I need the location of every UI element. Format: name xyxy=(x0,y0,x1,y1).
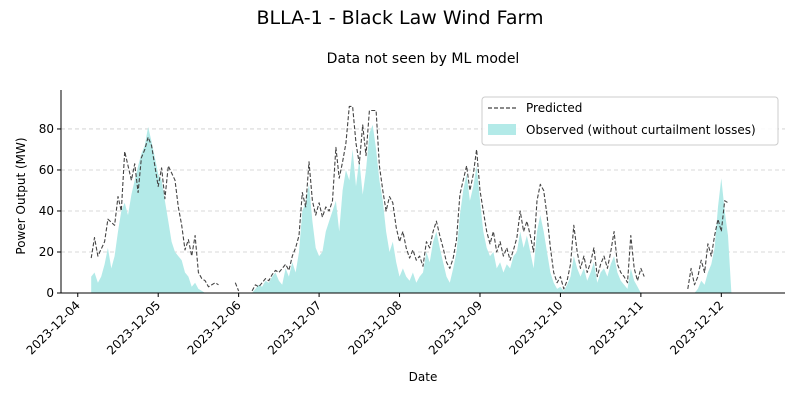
legend-box xyxy=(481,96,779,146)
y-tick-label: 0 xyxy=(46,286,54,300)
predicted-line-segment xyxy=(251,105,645,292)
y-tick-label: 40 xyxy=(39,204,54,218)
x-tick-label: 2023-12-07 xyxy=(265,298,324,357)
x-tick-label: 2023-12-10 xyxy=(506,298,565,357)
x-tick-label: 2023-12-05 xyxy=(104,298,163,357)
observed-area-segment xyxy=(91,126,206,294)
predicted-line-segment xyxy=(687,200,729,289)
x-axis-label: Date xyxy=(409,370,438,384)
predicted-line-series xyxy=(90,105,729,292)
legend: Predicted Observed (without curtailment … xyxy=(481,96,779,146)
x-tick-label: 2023-12-06 xyxy=(185,298,244,357)
x-axis-ticks: 2023-12-04 2023-12-05 2023-12-06 2023-12-07… xyxy=(24,293,726,357)
legend-observed-swatch xyxy=(488,124,516,135)
x-tick-label: 2023-12-12 xyxy=(667,298,726,357)
y-axis-ticks: 0 20 40 60 80 xyxy=(39,122,61,300)
observed-area-segment xyxy=(252,124,641,294)
y-tick-label: 20 xyxy=(39,245,54,259)
legend-observed-label: Observed (without curtailment losses) xyxy=(526,123,756,137)
x-tick-label: 2023-12-08 xyxy=(345,298,404,357)
y-tick-label: 60 xyxy=(39,163,54,177)
x-tick-label: 2023-12-11 xyxy=(587,298,646,357)
legend-predicted-label: Predicted xyxy=(526,101,582,115)
predicted-line-segment xyxy=(90,136,219,288)
x-tick-label: 2023-12-04 xyxy=(24,298,83,357)
chart-title: BLLA-1 - Black Law Wind Farm xyxy=(257,7,544,29)
predicted-line-segment xyxy=(234,282,240,292)
observed-area-segment xyxy=(694,178,732,293)
chart-subtitle: Data not seen by ML model xyxy=(327,51,520,67)
observed-area-series xyxy=(91,124,732,294)
y-tick-label: 80 xyxy=(39,122,54,136)
y-axis-label: Power Output (MW) xyxy=(14,137,28,254)
x-tick-label: 2023-12-09 xyxy=(426,298,485,357)
